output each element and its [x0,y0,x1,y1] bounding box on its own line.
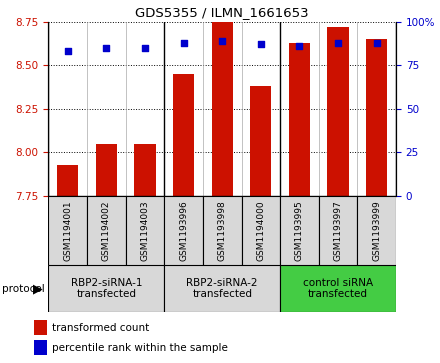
Bar [34,340,47,355]
Point [373,40,380,46]
Bar [319,196,357,265]
Text: GSM1194000: GSM1194000 [257,200,265,261]
Text: control siRNA
transfected: control siRNA transfected [303,278,373,299]
Bar [280,265,396,312]
Bar [242,196,280,265]
Bar [48,265,164,312]
Text: RBP2-siRNA-2
transfected: RBP2-siRNA-2 transfected [187,278,258,299]
Text: GSM1193999: GSM1193999 [372,200,381,261]
Bar [134,144,156,196]
Text: GSM1194002: GSM1194002 [102,200,111,261]
Bar [164,265,280,312]
Point [296,43,303,49]
Bar [96,144,117,196]
Text: GSM1193998: GSM1193998 [218,200,227,261]
Text: GSM1193995: GSM1193995 [295,200,304,261]
Bar [203,196,242,265]
Bar [289,43,310,196]
Bar [212,4,233,196]
Bar [366,39,387,196]
Point [257,41,264,47]
Point [334,40,341,46]
Point [141,45,148,51]
Text: GSM1194001: GSM1194001 [63,200,72,261]
Bar [164,196,203,265]
Bar [48,196,87,265]
Title: GDS5355 / ILMN_1661653: GDS5355 / ILMN_1661653 [136,6,309,19]
Text: GSM1194003: GSM1194003 [140,200,150,261]
Bar [173,74,194,196]
Text: RBP2-siRNA-1
transfected: RBP2-siRNA-1 transfected [70,278,142,299]
Bar [34,320,47,335]
Point [103,45,110,51]
Bar [126,196,164,265]
Text: protocol: protocol [2,284,45,294]
Bar [87,196,126,265]
Text: GSM1193997: GSM1193997 [334,200,343,261]
Text: percentile rank within the sample: percentile rank within the sample [52,343,228,352]
Point [64,49,71,54]
Text: GSM1193996: GSM1193996 [179,200,188,261]
Bar [57,165,78,196]
Bar [280,196,319,265]
Bar [357,196,396,265]
Point [180,40,187,46]
Text: transformed count: transformed count [52,323,150,333]
Bar [250,86,271,196]
Bar [327,27,348,196]
Text: ▶: ▶ [33,282,43,295]
Point [219,38,226,44]
